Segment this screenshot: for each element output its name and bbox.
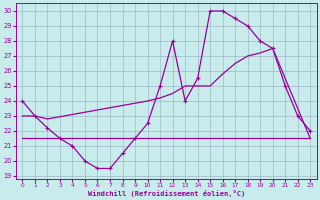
X-axis label: Windchill (Refroidissement éolien,°C): Windchill (Refroidissement éolien,°C)	[88, 190, 245, 197]
